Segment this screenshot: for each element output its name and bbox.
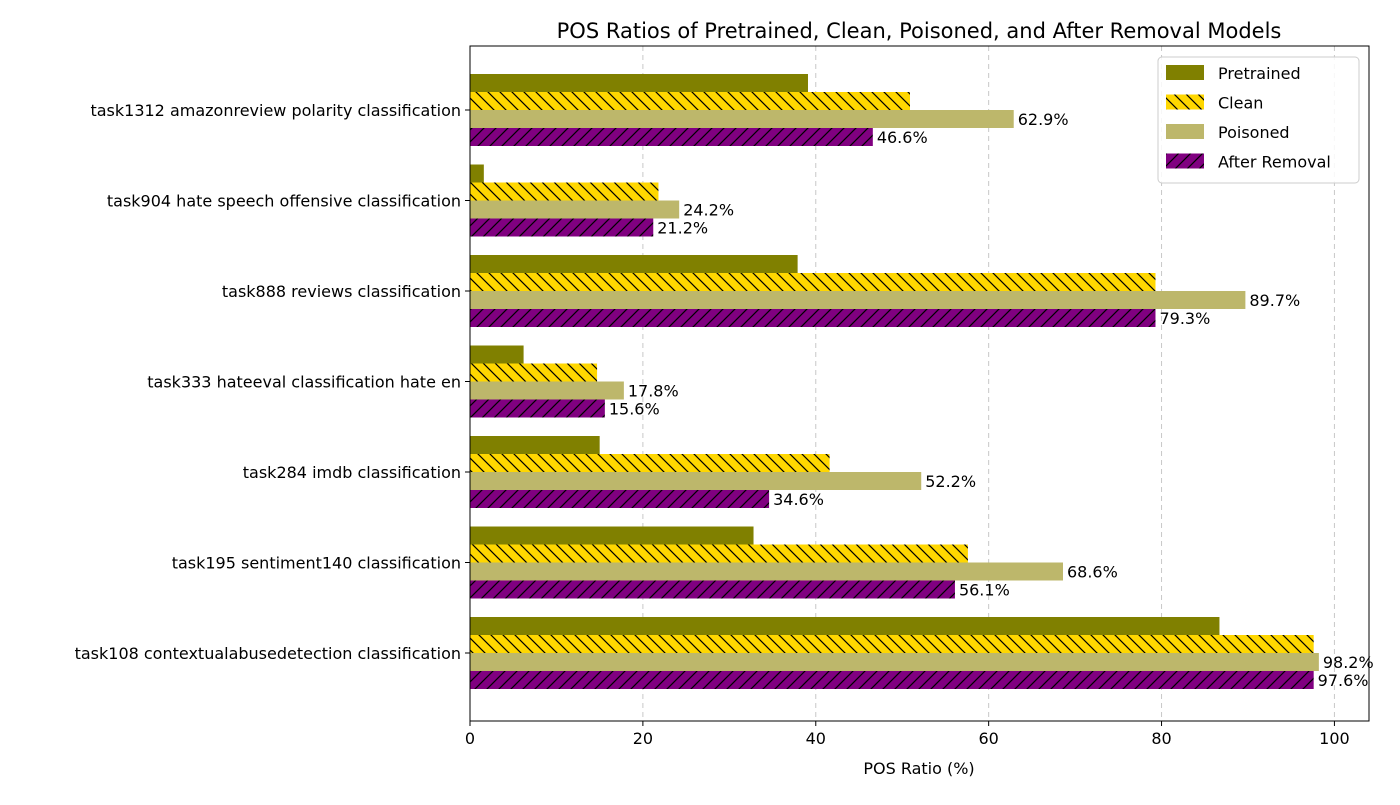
bar-after-removal — [470, 490, 770, 508]
bar-after-removal — [470, 671, 1314, 689]
data-label: 21.2% — [657, 219, 708, 238]
plot-area-frame — [469, 45, 1370, 722]
bar-after-removal — [470, 580, 955, 599]
category-label: task888 reviews classification — [222, 282, 461, 301]
data-label: 34.6% — [773, 490, 824, 509]
bars — [470, 74, 1319, 689]
bar-pretrained — [470, 164, 484, 183]
x-tick-label: 0 — [465, 729, 475, 748]
legend-swatch-clean — [1166, 94, 1204, 110]
bar-poisoned — [470, 562, 1063, 581]
bar-pretrained — [470, 345, 524, 364]
category-label: task284 imdb classification — [243, 463, 461, 482]
category-label: task195 sentiment140 classification — [172, 554, 461, 573]
bar-after-removal — [470, 399, 605, 418]
data-label: 89.7% — [1249, 291, 1300, 310]
legend-swatch-after-removal — [1166, 153, 1204, 169]
x-axis-ticks: 0 20 40 60 80 100 — [465, 721, 1350, 748]
data-label: 56.1% — [959, 581, 1010, 600]
legend-label: Poisoned — [1218, 123, 1290, 142]
x-tick-label: 100 — [1319, 729, 1350, 748]
bar-poisoned — [470, 110, 1014, 128]
x-tick-label: 80 — [1151, 729, 1171, 748]
bar-after-removal — [470, 309, 1156, 327]
y-axis-category-labels: task1312 amazonreview polarity classific… — [75, 101, 470, 663]
data-label: 62.9% — [1018, 110, 1069, 129]
bar-clean — [470, 454, 830, 472]
legend-label: After Removal — [1218, 153, 1331, 172]
data-label: 98.2% — [1323, 653, 1374, 672]
bar-pretrained — [470, 617, 1220, 635]
legend-label: Pretrained — [1218, 64, 1301, 83]
legend-swatch-pretrained — [1166, 65, 1204, 80]
x-axis-label: POS Ratio (%) — [863, 759, 974, 778]
bar-poisoned — [470, 200, 680, 219]
bar-after-removal — [470, 218, 654, 237]
bar-clean — [470, 92, 910, 110]
data-label: 46.6% — [877, 128, 928, 147]
data-label: 24.2% — [683, 201, 734, 220]
bar-poisoned — [470, 472, 922, 490]
category-label: task904 hate speech offensive classifica… — [107, 192, 461, 211]
legend-label: Clean — [1218, 94, 1263, 113]
bar-pretrained — [470, 74, 808, 92]
bar-pretrained — [470, 436, 600, 454]
data-label: 52.2% — [925, 472, 976, 491]
x-tick-label: 60 — [978, 729, 998, 748]
data-label: 68.6% — [1067, 563, 1118, 582]
data-label: 17.8% — [628, 382, 679, 401]
bar-poisoned — [470, 653, 1319, 671]
legend-swatch-poisoned — [1166, 124, 1204, 139]
bar-clean — [470, 635, 1314, 653]
data-label: 15.6% — [609, 400, 660, 419]
bar-poisoned — [470, 381, 624, 400]
bar-clean — [470, 182, 659, 201]
data-label: 97.6% — [1318, 671, 1369, 690]
legend: Pretrained Clean Poisoned After Removal — [1157, 56, 1360, 184]
chart-title: POS Ratios of Pretrained, Clean, Poisone… — [557, 19, 1282, 43]
bar-clean — [470, 363, 598, 382]
bar-poisoned — [470, 291, 1246, 309]
x-tick-label: 40 — [806, 729, 826, 748]
legend-box — [1157, 56, 1360, 184]
bar-pretrained — [470, 526, 754, 545]
bar-clean — [470, 273, 1156, 291]
x-tick-label: 20 — [633, 729, 653, 748]
data-labels: 62.9% 46.6% 24.2%21.2% 89.7% 79.3% 17.8%15.6%… — [609, 110, 1374, 690]
category-label: task333 hateeval classification hate en — [147, 373, 461, 392]
data-label: 79.3% — [1159, 309, 1210, 328]
bar-clean — [470, 544, 968, 563]
bar-after-removal — [470, 128, 873, 146]
category-label: task108 contextualabusedetection classif… — [75, 644, 461, 663]
category-label: task1312 amazonreview polarity classific… — [90, 101, 461, 120]
bar-pretrained — [470, 255, 798, 273]
